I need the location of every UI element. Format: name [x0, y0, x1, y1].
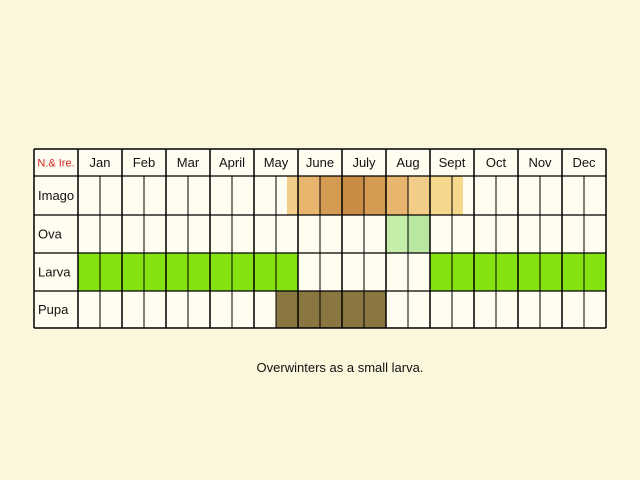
month-label-july: July [352, 155, 376, 170]
imago-fill-4 [364, 176, 386, 215]
pupa-fill-0 [276, 291, 386, 328]
imago-fill-0 [287, 176, 298, 215]
month-label-aug: Aug [396, 155, 419, 170]
imago-fill-5 [386, 176, 408, 215]
labels: N.& Ire. Jan Feb Mar April May June July Aug Sept… [37, 155, 596, 317]
month-label-jan: Jan [90, 155, 111, 170]
month-label-dec: Dec [572, 155, 596, 170]
month-label-mar: Mar [177, 155, 200, 170]
month-label-oct: Oct [486, 155, 507, 170]
corner-label: N.& Ire. [37, 158, 74, 170]
stage-label-imago: Imago [38, 188, 74, 203]
caption: Overwinters as a small larva. [256, 360, 424, 375]
imago-fill-1 [298, 176, 320, 215]
imago-fill-3 [342, 176, 364, 215]
stage-label-larva: Larva [38, 265, 71, 280]
month-label-april: April [219, 155, 245, 170]
imago-fill-7 [430, 176, 463, 215]
month-label-feb: Feb [133, 155, 155, 170]
month-label-nov: Nov [528, 155, 552, 170]
stage-label-pupa: Pupa [38, 302, 69, 317]
imago-fill-6 [408, 176, 430, 215]
month-label-sept: Sept [439, 155, 466, 170]
grid-lines [33, 148, 607, 329]
month-label-june: June [306, 155, 334, 170]
ova-fill-0 [386, 215, 408, 253]
ova-fill-1 [408, 215, 430, 253]
stage-label-ova: Ova [38, 227, 63, 242]
month-label-may: May [264, 155, 289, 170]
imago-fill-2 [320, 176, 342, 215]
